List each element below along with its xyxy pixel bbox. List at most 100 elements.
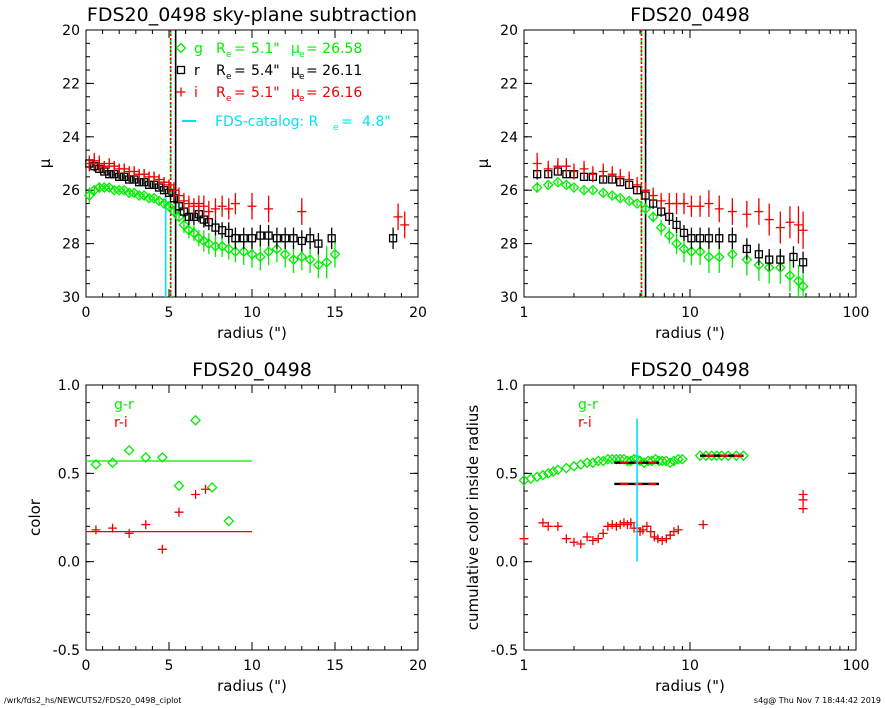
- data-point-g: [288, 254, 299, 266]
- data-point-r: [272, 234, 282, 243]
- data-point-r: [224, 228, 233, 238]
- data-point-r: [247, 234, 257, 243]
- data-point-g: [614, 192, 626, 204]
- data-point-g-r: [676, 453, 688, 465]
- legend-band-g: g: [194, 41, 203, 57]
- y-tick-label: 20: [62, 23, 80, 39]
- data-point-i: [704, 199, 714, 209]
- data-point-g: [531, 182, 543, 193]
- x-tick-label: 15: [326, 658, 344, 674]
- x-tick-label: 1: [520, 658, 529, 674]
- legend-marker-g: [175, 42, 187, 54]
- data-point-r: [765, 255, 774, 264]
- data-point-r-i: [626, 518, 636, 528]
- data-point-i: [532, 159, 542, 168]
- data-point-i: [189, 201, 199, 211]
- data-point-g: [163, 200, 175, 212]
- y-axis-label: μ: [36, 158, 54, 168]
- data-point-g: [774, 262, 786, 274]
- data-point-g: [678, 243, 690, 255]
- data-point-g: [312, 259, 324, 271]
- data-point-r: [672, 220, 681, 230]
- data-point-r-i: [582, 532, 592, 542]
- data-point-g: [694, 246, 706, 258]
- data-point-g-r: [597, 455, 609, 467]
- y-axis-label: μ: [474, 158, 492, 168]
- data-point-g-r: [664, 457, 676, 469]
- legend-r-i: r-i: [578, 415, 592, 431]
- data-point-g: [143, 192, 155, 204]
- data-point-i: [84, 159, 94, 168]
- x-tick-label: 10: [681, 305, 699, 321]
- data-point-r-i: [798, 490, 808, 500]
- y-tick-label: 0.5: [496, 466, 518, 482]
- data-point-r-i: [201, 484, 211, 494]
- data-point-r: [789, 252, 798, 262]
- data-point-g: [713, 251, 725, 263]
- data-point-r: [388, 234, 398, 243]
- data-point-g: [216, 240, 228, 252]
- data-point-r: [239, 234, 248, 243]
- data-point-g-r: [525, 473, 537, 485]
- data-point-r-i: [598, 528, 608, 538]
- data-point-g: [238, 246, 250, 258]
- footer-path: /wrk/fds2_hs/NEWCUTS2/FDS20_0498_ciplot: [4, 696, 182, 705]
- data-point-r-i: [798, 504, 808, 514]
- data-point-i: [742, 209, 752, 219]
- data-point-g: [606, 190, 618, 201]
- data-point-g-r: [107, 457, 118, 469]
- y-tick-label: 0.0: [58, 555, 80, 571]
- data-point-g: [784, 270, 796, 282]
- data-point-i: [695, 201, 705, 211]
- data-point-g: [587, 184, 599, 196]
- data-point-g: [93, 182, 105, 193]
- y-axis-label: color: [26, 498, 44, 536]
- y-tick-label: 0.5: [58, 466, 80, 482]
- data-point-r-i: [569, 537, 579, 547]
- data-point-r-i: [588, 535, 598, 545]
- data-point-r: [105, 170, 114, 179]
- legend-re-symbol: R: [216, 41, 226, 57]
- legend-band-r: r: [194, 63, 200, 79]
- data-point-g: [647, 211, 659, 223]
- legend-re-value-r: 5.4": [251, 63, 280, 79]
- y-tick-label: 24: [500, 130, 518, 146]
- data-point-g: [118, 184, 130, 196]
- x-tick-label: 15: [326, 305, 344, 321]
- data-point-r-i: [646, 527, 656, 537]
- data-point-g: [183, 224, 195, 236]
- data-point-i: [624, 175, 634, 185]
- data-point-g: [686, 246, 697, 258]
- y-tick-label: 28: [500, 237, 518, 253]
- data-point-i: [139, 169, 149, 179]
- chart-title: FDS20_0498 sky-plane subtraction: [87, 4, 417, 26]
- data-point-i: [109, 161, 119, 171]
- data-point-i: [247, 201, 257, 211]
- data-point-g: [271, 243, 283, 255]
- data-point-i: [785, 217, 795, 227]
- data-point-i: [686, 201, 696, 211]
- data-point-g-r: [722, 450, 734, 462]
- y-tick-label: 1.0: [58, 378, 80, 394]
- legend-catalog-label: FDS-catalog: R: [215, 114, 319, 130]
- y-tick-label: 30: [62, 290, 80, 306]
- legend-re-symbol: R: [216, 85, 226, 101]
- data-point-g-r: [730, 450, 742, 462]
- y-tick-label: 20: [500, 23, 518, 39]
- data-point-g: [640, 203, 651, 215]
- data-point-i: [164, 180, 174, 190]
- data-point-g: [763, 262, 775, 274]
- data-point-i: [154, 175, 164, 185]
- chart-title: FDS20_0498: [630, 4, 750, 26]
- data-point-g: [663, 230, 675, 242]
- data-point-i: [579, 164, 589, 174]
- data-point-g: [726, 248, 738, 260]
- x-axis-label: radius ("): [217, 677, 287, 695]
- data-point-g: [113, 184, 125, 196]
- legend-mu-value-r: = 26.11: [306, 63, 362, 79]
- data-point-i: [174, 191, 184, 201]
- y-tick-label: 28: [62, 237, 80, 253]
- data-point-g-r: [592, 455, 604, 467]
- data-point-g: [703, 251, 715, 263]
- x-tick-label: 10: [243, 305, 261, 321]
